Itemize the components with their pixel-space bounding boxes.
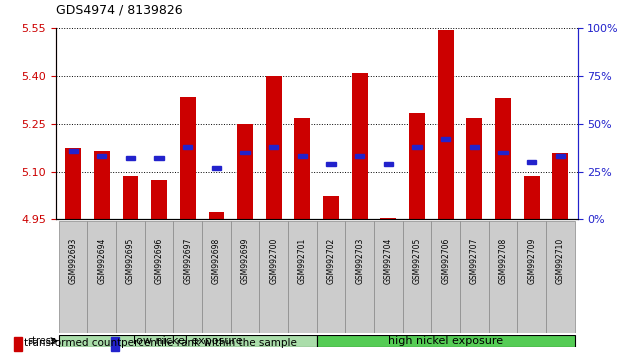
Text: GDS4974 / 8139826: GDS4974 / 8139826 — [56, 4, 183, 17]
Text: GSM992700: GSM992700 — [270, 238, 278, 284]
Bar — [116, 221, 145, 333]
Text: GSM992703: GSM992703 — [355, 238, 364, 284]
Bar — [269, 145, 278, 149]
Bar — [14, 337, 22, 351]
Bar — [260, 221, 288, 333]
Bar — [88, 221, 116, 333]
Bar — [495, 98, 511, 219]
Bar — [527, 160, 537, 164]
Text: GSM992705: GSM992705 — [412, 238, 422, 284]
Bar — [489, 221, 517, 333]
Text: GSM992709: GSM992709 — [527, 238, 536, 284]
Bar — [59, 335, 317, 347]
Bar — [438, 30, 453, 219]
Text: GSM992708: GSM992708 — [499, 238, 507, 284]
Text: GSM992707: GSM992707 — [470, 238, 479, 284]
Bar — [111, 337, 119, 351]
Bar — [352, 73, 368, 219]
Bar — [298, 154, 307, 158]
Text: GSM992697: GSM992697 — [183, 238, 193, 284]
Bar — [524, 177, 540, 219]
Bar — [97, 154, 106, 158]
Bar — [345, 221, 374, 333]
Bar — [441, 137, 450, 141]
Text: high nickel exposure: high nickel exposure — [388, 336, 503, 346]
Text: stress: stress — [27, 336, 57, 346]
Bar — [145, 221, 173, 333]
Text: GSM992693: GSM992693 — [68, 238, 78, 284]
Bar — [288, 221, 317, 333]
Bar — [122, 177, 138, 219]
Bar — [466, 118, 483, 219]
Bar — [240, 151, 250, 154]
Bar — [317, 335, 574, 347]
Text: GSM992702: GSM992702 — [327, 238, 335, 284]
Bar — [68, 149, 78, 153]
Text: low nickel exposure: low nickel exposure — [133, 336, 243, 346]
Bar — [546, 221, 574, 333]
Bar — [374, 221, 402, 333]
Bar — [517, 221, 546, 333]
Bar — [317, 221, 345, 333]
Text: GSM992701: GSM992701 — [298, 238, 307, 284]
Text: GSM992695: GSM992695 — [126, 238, 135, 284]
Text: GSM992710: GSM992710 — [556, 238, 565, 284]
Bar — [65, 148, 81, 219]
Bar — [59, 221, 88, 333]
Bar — [556, 154, 565, 158]
Text: GSM992698: GSM992698 — [212, 238, 221, 284]
Bar — [402, 221, 432, 333]
Bar — [212, 166, 221, 170]
Bar — [409, 113, 425, 219]
Bar — [294, 118, 310, 219]
Bar — [180, 97, 196, 219]
Bar — [469, 145, 479, 149]
Bar — [355, 154, 365, 158]
Bar — [432, 221, 460, 333]
Bar — [183, 145, 193, 149]
Bar — [460, 221, 489, 333]
Bar — [384, 162, 393, 166]
Bar — [173, 221, 202, 333]
Bar — [209, 212, 224, 219]
Bar — [323, 195, 339, 219]
Bar — [155, 156, 164, 160]
Bar — [231, 221, 260, 333]
Bar — [412, 145, 422, 149]
Bar — [151, 180, 167, 219]
Text: GSM992704: GSM992704 — [384, 238, 393, 284]
Bar — [327, 162, 335, 166]
Text: GSM992706: GSM992706 — [441, 238, 450, 284]
Bar — [126, 156, 135, 160]
Bar — [94, 151, 110, 219]
Text: GSM992696: GSM992696 — [155, 238, 163, 284]
Text: transformed count: transformed count — [24, 338, 121, 348]
Bar — [553, 153, 568, 219]
Text: GSM992699: GSM992699 — [240, 238, 250, 284]
Text: percentile rank within the sample: percentile rank within the sample — [121, 338, 297, 348]
Bar — [237, 124, 253, 219]
Bar — [381, 218, 396, 219]
Bar — [266, 76, 281, 219]
Bar — [202, 221, 231, 333]
Text: GSM992694: GSM992694 — [97, 238, 106, 284]
Bar — [499, 151, 507, 154]
